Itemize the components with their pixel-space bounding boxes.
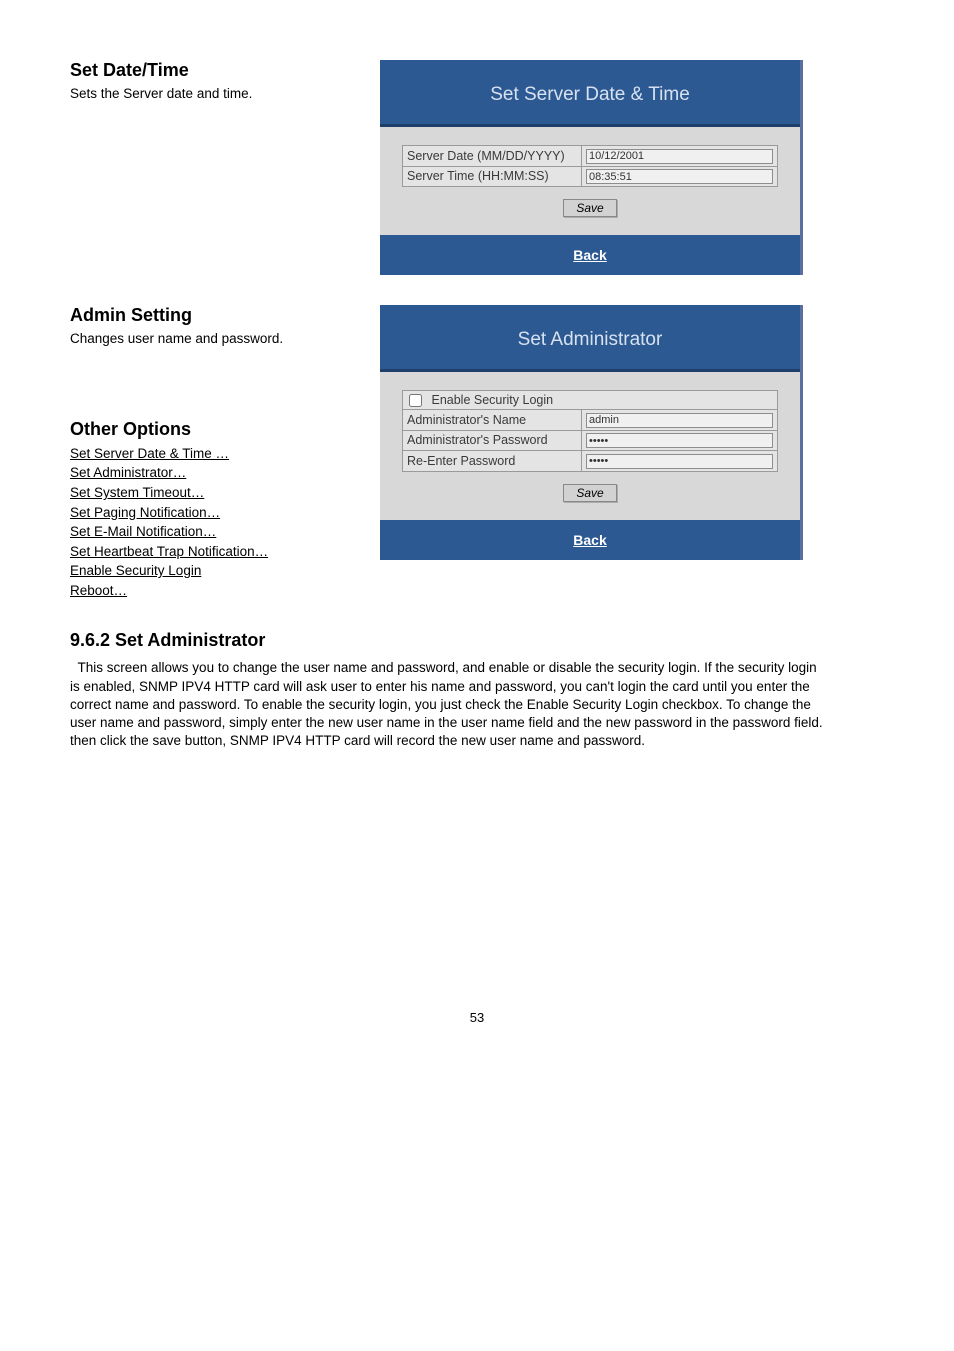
table-row: Server Time (HH:MM:SS) [403,166,778,187]
server-time-input[interactable] [586,169,773,184]
admin-left: Admin Setting Changes user name and pass… [70,305,380,600]
datetime-form-table: Server Date (MM/DD/YYYY) Server Time (HH… [402,145,778,187]
admin-explain-heading: 9.6.2 Set Administrator [70,630,884,651]
other-options-list: Set Server Date & Time … Set Administrat… [70,444,350,601]
server-time-cell [582,166,778,187]
admin-explain-paragraph: This screen allows you to change the use… [70,659,830,750]
option-link[interactable]: Enable Security Login [70,563,201,578]
datetime-save-row: Save [402,187,778,227]
back-link[interactable]: Back [573,247,606,263]
admin-name-label: Administrator's Name [403,410,582,431]
admin-password-cell [582,430,778,451]
datetime-left: Set Date/Time Sets the Server date and t… [70,60,380,114]
datetime-panel-footer: Back [380,235,800,275]
datetime-sub: Sets the Server date and time. [70,85,330,104]
row-admin: Admin Setting Changes user name and pass… [70,305,884,600]
admin-panel-footer: Back [380,520,800,560]
admin-right: Set Administrator Enable Security Login … [380,305,884,560]
save-button[interactable]: Save [563,199,616,217]
admin-panel: Set Administrator Enable Security Login … [380,305,803,560]
option-link[interactable]: Set Paging Notification… [70,505,220,520]
option-link[interactable]: Reboot… [70,583,127,598]
admin-panel-body: Enable Security Login Administrator's Na… [380,372,800,520]
reenter-password-label: Re-Enter Password [403,451,582,472]
reenter-password-input[interactable] [586,454,773,469]
datetime-panel: Set Server Date & Time Server Date (MM/D… [380,60,803,275]
admin-form-table: Enable Security Login Administrator's Na… [402,390,778,472]
table-row: Administrator's Name [403,410,778,431]
page-number: 53 [70,1010,884,1025]
admin-name-input[interactable] [586,413,773,428]
admin-password-label: Administrator's Password [403,430,582,451]
admin-panel-title: Set Administrator [380,305,800,372]
table-row: Enable Security Login [403,391,778,410]
server-date-input[interactable] [586,149,773,164]
datetime-panel-title: Set Server Date & Time [380,60,800,127]
option-link[interactable]: Set E-Mail Notification… [70,524,216,539]
save-button[interactable]: Save [563,484,616,502]
table-row: Administrator's Password [403,430,778,451]
option-link[interactable]: Set Administrator… [70,465,186,480]
admin-heading: Admin Setting [70,305,350,326]
server-time-label: Server Time (HH:MM:SS) [403,166,582,187]
page-root: Set Date/Time Sets the Server date and t… [0,0,954,1085]
server-date-cell [582,146,778,167]
option-link[interactable]: Set Heartbeat Trap Notification… [70,544,268,559]
enable-security-label: Enable Security Login [431,393,553,407]
reenter-password-cell [582,451,778,472]
admin-name-cell [582,410,778,431]
option-link[interactable]: Set System Timeout… [70,485,204,500]
table-row: Server Date (MM/DD/YYYY) [403,146,778,167]
enable-security-checkbox[interactable] [409,394,422,407]
enable-security-cell: Enable Security Login [403,391,778,410]
admin-sub: Changes user name and password. [70,330,330,349]
datetime-heading: Set Date/Time [70,60,350,81]
admin-save-row: Save [402,472,778,512]
option-link[interactable]: Set Server Date & Time … [70,446,229,461]
back-link[interactable]: Back [573,532,606,548]
server-date-label: Server Date (MM/DD/YYYY) [403,146,582,167]
admin-explain-block: 9.6.2 Set Administrator This screen allo… [70,630,884,750]
table-row: Re-Enter Password [403,451,778,472]
datetime-panel-body: Server Date (MM/DD/YYYY) Server Time (HH… [380,127,800,235]
row-datetime: Set Date/Time Sets the Server date and t… [70,60,884,275]
datetime-right: Set Server Date & Time Server Date (MM/D… [380,60,884,275]
other-options-heading: Other Options [70,419,350,440]
admin-password-input[interactable] [586,433,773,448]
